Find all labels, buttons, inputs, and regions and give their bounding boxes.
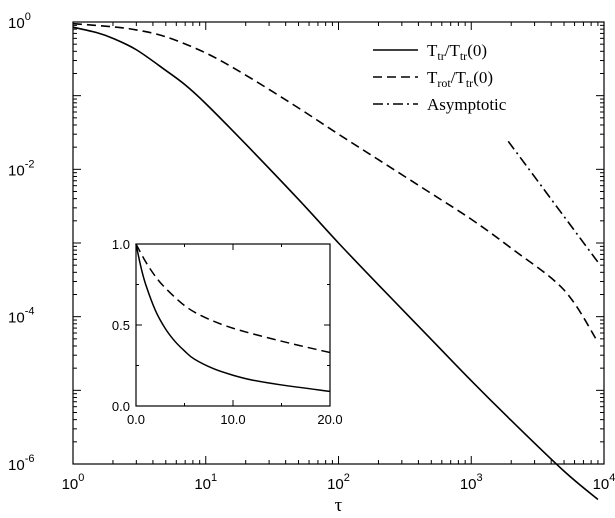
legend: Ttr/Ttr(0) Trot/Ttr(0) Asymptotic [373,41,507,114]
x-axis-title: τ [335,495,343,516]
x-tick-label: 100 [62,472,85,493]
main-plot: 100 101 102 103 104 10-6 10-4 10-2 100 τ [8,11,615,516]
y-tick-label: 10-6 [8,453,34,474]
series-line-solid [72,26,599,501]
y-tick-label: 10-4 [8,306,34,327]
x-tick-label: 101 [194,472,217,493]
inset-series-line-solid [135,243,331,393]
inset-y-tick-label: 0.0 [112,399,130,414]
legend-label: Trot/Ttr(0) [427,68,493,90]
inset-y-tick-label: 0.5 [112,318,130,333]
inset-plot: 0.0 10.0 20.0 0.0 0.5 1.0 [112,237,343,427]
inset-x-tick-label: 20.0 [317,412,342,427]
series-line-dashdot [507,140,599,263]
inset-frame [135,243,331,407]
y-tick-label: 10-2 [8,158,34,179]
inset-x-tick-label: 10.0 [220,412,245,427]
y-tick-label: 100 [8,11,31,32]
inset-y-tick-label: 1.0 [112,237,130,252]
inset-x-tick-label: 0.0 [127,412,145,427]
series-line-dashed [72,22,599,343]
x-tick-label: 104 [593,472,615,493]
legend-label: Asymptotic [427,95,507,114]
x-tick-label: 102 [327,472,350,493]
x-tick-label: 103 [460,472,483,493]
legend-label: Ttr/Ttr(0) [427,41,487,63]
